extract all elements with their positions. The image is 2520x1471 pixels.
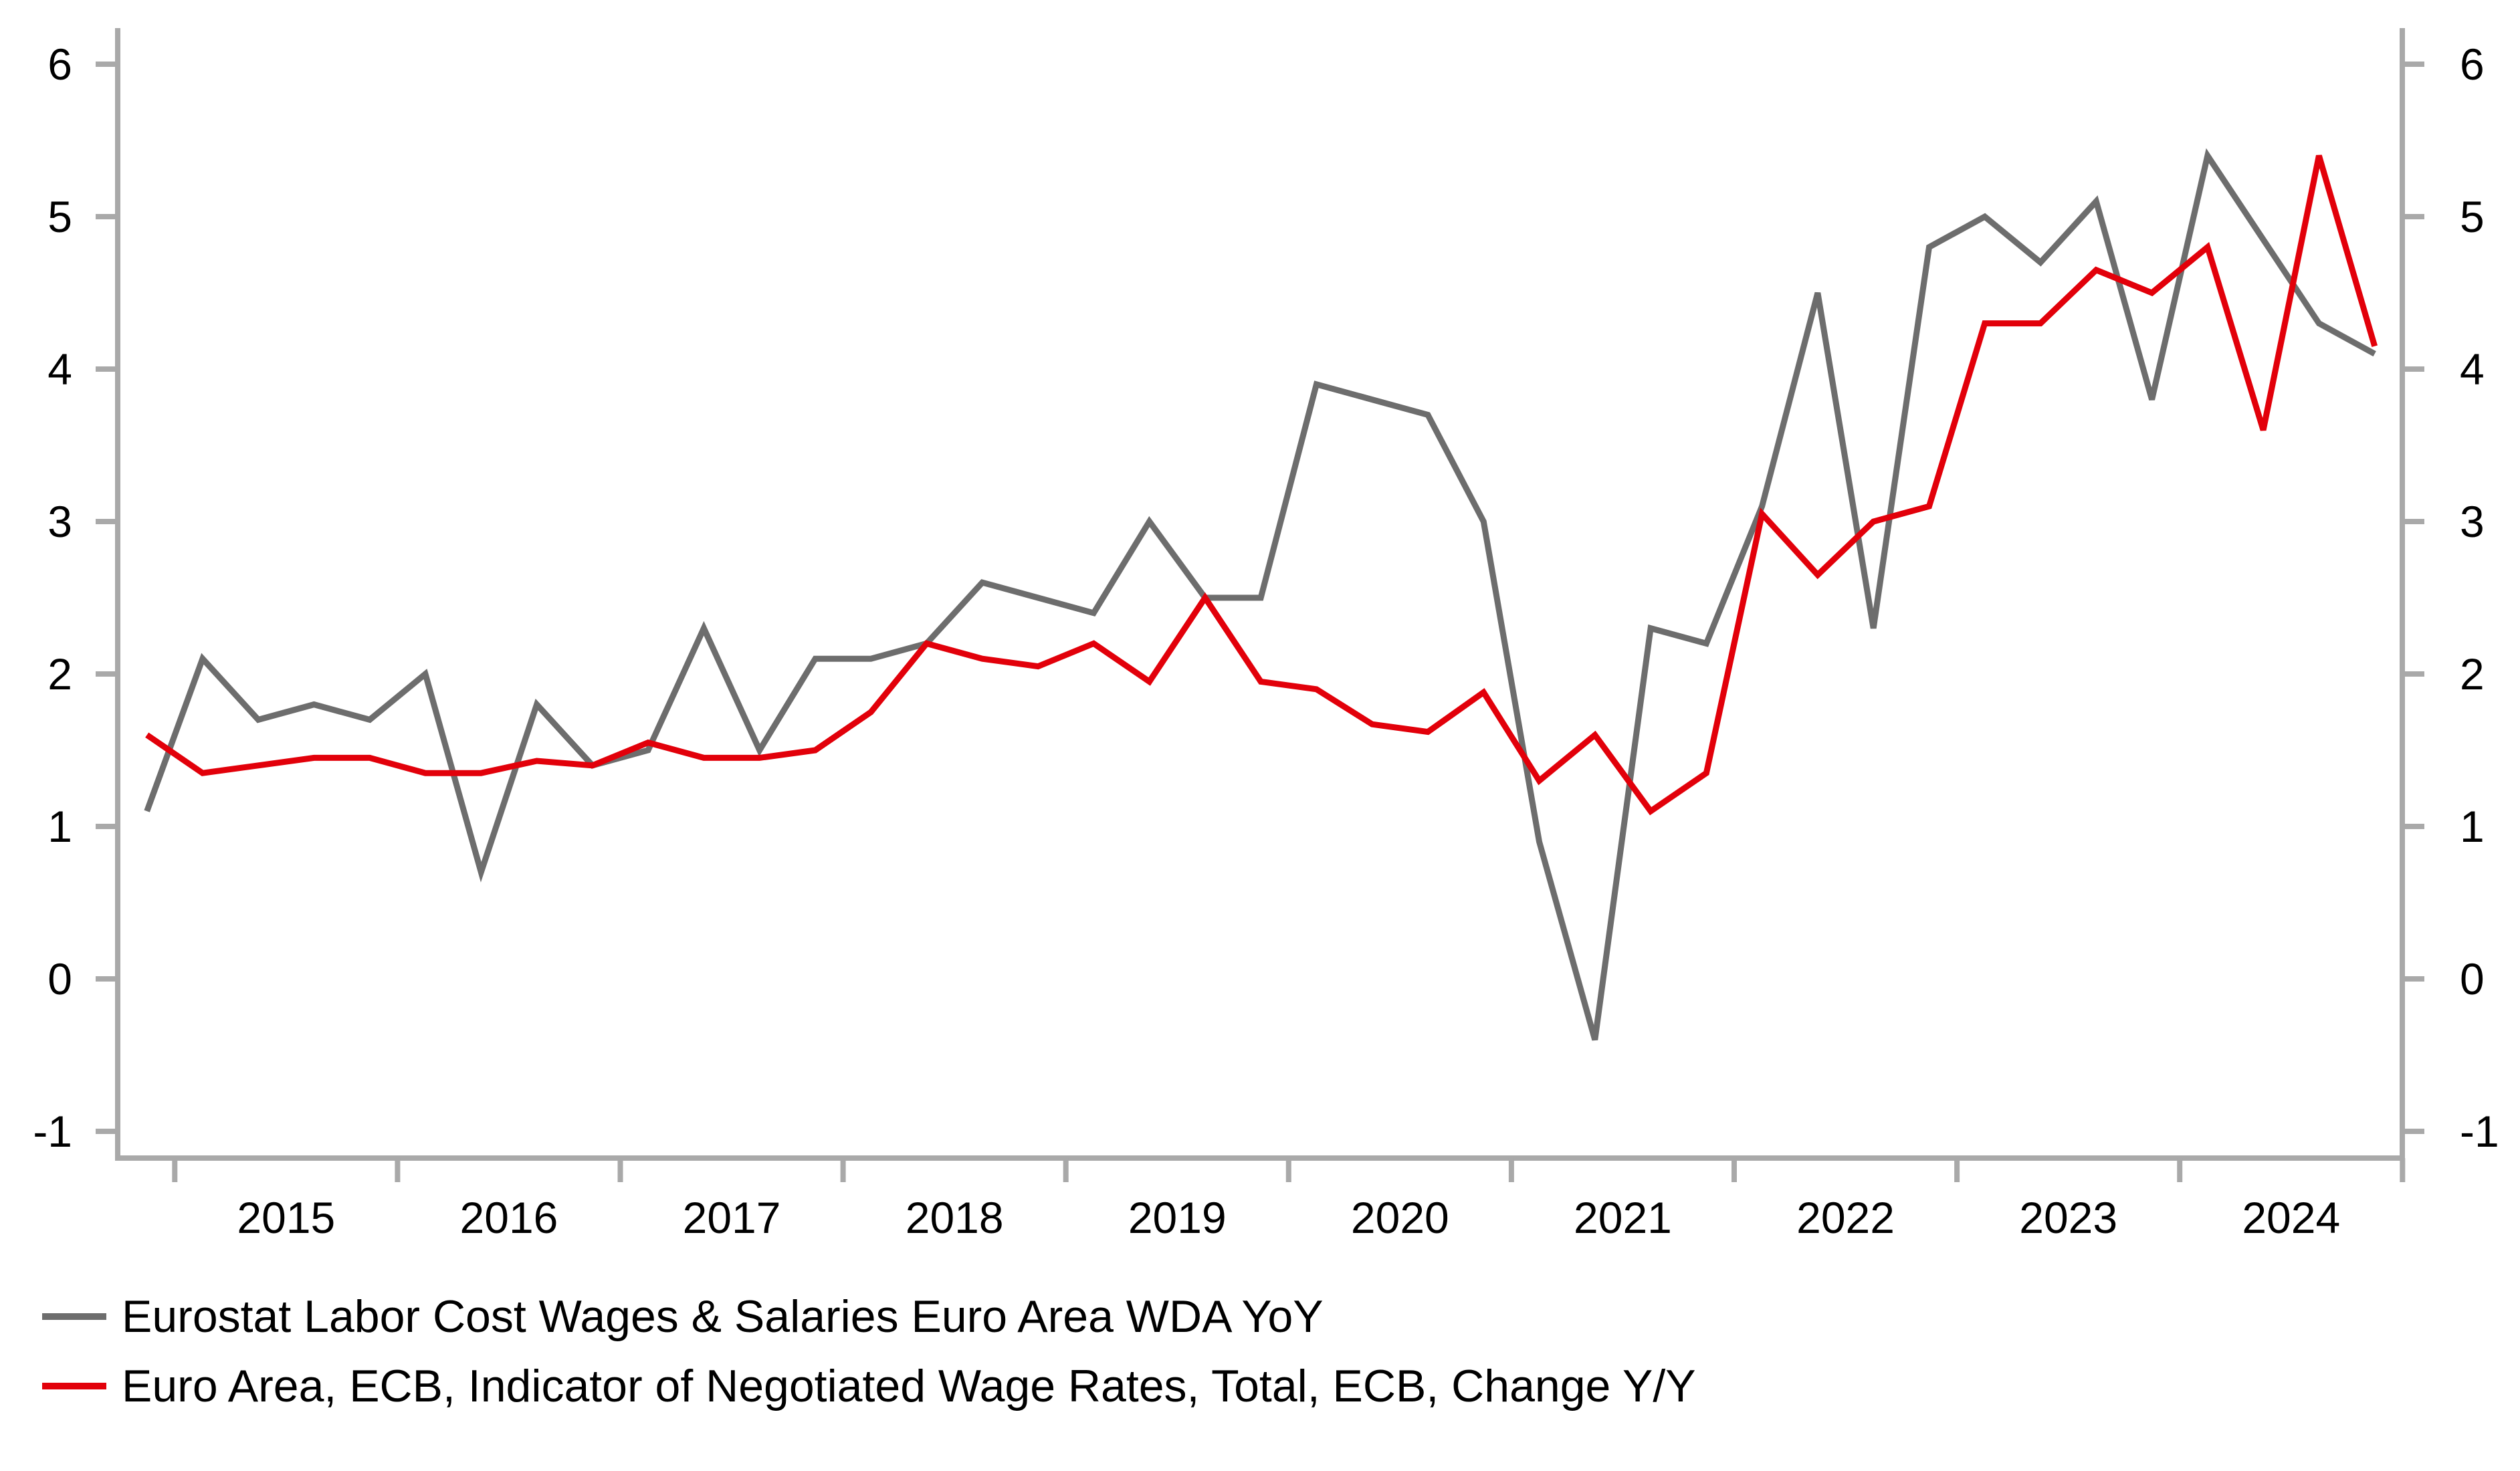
x-tick-marks [172, 1158, 2406, 1182]
y-tick-label-left: 3 [47, 497, 72, 546]
ecb-negotiated-wages-line [145, 154, 2378, 816]
y-tick-label-left: 2 [47, 649, 72, 699]
y-tick-label-left: 5 [47, 192, 72, 241]
y-tick-label-right: 2 [2460, 649, 2485, 699]
y-tick-label-left: 1 [47, 802, 72, 851]
y-tick-label-right: 3 [2460, 497, 2485, 546]
x-year-label: 2015 [237, 1193, 335, 1242]
x-year-label: 2018 [906, 1193, 1004, 1242]
y-tick-label-right: -1 [2460, 1107, 2499, 1156]
x-year-label: 2016 [460, 1193, 558, 1242]
eurostat-line-swatch [42, 1313, 106, 1320]
x-year-label: 2023 [2019, 1193, 2117, 1242]
x-tick-labels: 2015 2016 2017 2018 2019 2020 2021 2022 2023 2024 [237, 1193, 2340, 1242]
legend-item-ecb-negotiated-wages: Euro Area, ECB, Indicator of Negotiated … [42, 1361, 1696, 1411]
ecb-negotiated-wages-label: Euro Area, ECB, Indicator of Negotiated … [122, 1361, 1696, 1411]
y-tick-label-left: -1 [33, 1107, 72, 1156]
y-tick-label-right: 4 [2460, 344, 2485, 394]
x-year-label: 2020 [1351, 1193, 1449, 1242]
y-tick-label-left: 6 [47, 39, 72, 89]
x-year-label: 2019 [1128, 1193, 1227, 1242]
y-tick-label-right: 5 [2460, 192, 2485, 241]
y-tick-marks [96, 62, 2424, 1134]
eurostat-labor-cost-line [144, 148, 2376, 1041]
legend-item-eurostat: Eurostat Labor Cost Wages & Salaries Eur… [42, 1291, 1324, 1342]
x-year-label: 2022 [1796, 1193, 1895, 1242]
ecb-negotiated-wages-swatch [42, 1383, 106, 1389]
y-tick-label-right: 1 [2460, 802, 2485, 851]
x-year-label: 2021 [1574, 1193, 1672, 1242]
y-tick-label-right: 6 [2460, 39, 2485, 89]
x-year-label: 2024 [2242, 1193, 2340, 1242]
y-tick-label-left: 4 [47, 344, 72, 394]
y-tick-labels: -1 -1 0 0 1 1 2 2 3 3 4 4 5 5 6 6 [33, 39, 2499, 1156]
y-tick-label-left: 0 [47, 954, 72, 1004]
y-tick-label-right: 0 [2460, 954, 2485, 1004]
eurostat-line-label: Eurostat Labor Cost Wages & Salaries Eur… [122, 1291, 1324, 1342]
x-year-label: 2017 [683, 1193, 781, 1242]
